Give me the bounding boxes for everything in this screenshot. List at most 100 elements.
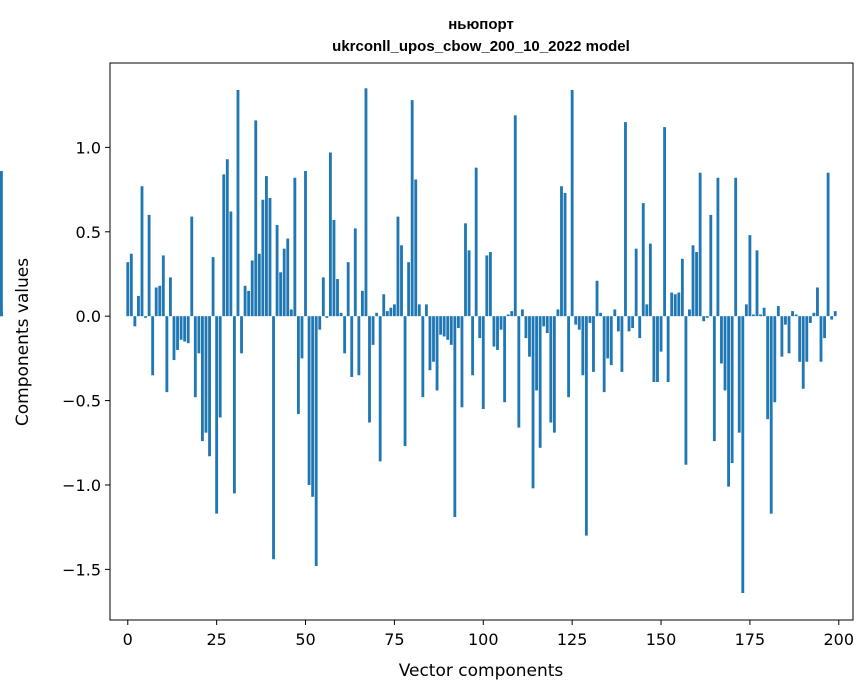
bar — [307, 316, 311, 485]
x-tick-label: 25 — [206, 630, 226, 649]
bar — [250, 260, 254, 317]
bar — [641, 203, 645, 317]
bar — [385, 311, 389, 317]
bar — [453, 316, 457, 518]
bar — [293, 177, 297, 317]
bar — [517, 316, 521, 428]
bar — [240, 316, 243, 354]
bar — [257, 253, 261, 317]
bar — [229, 211, 233, 317]
bar — [314, 316, 318, 566]
bar — [737, 316, 741, 433]
bar — [741, 316, 745, 593]
bar — [233, 316, 236, 494]
bar — [467, 250, 471, 317]
bar — [371, 316, 375, 345]
bar — [140, 186, 144, 317]
bar — [819, 316, 823, 362]
bar — [183, 316, 187, 342]
bar — [208, 316, 211, 457]
bar — [826, 172, 830, 317]
bar — [499, 316, 503, 330]
bar — [581, 316, 585, 376]
bar — [382, 294, 386, 317]
bar — [375, 312, 379, 317]
bar — [599, 312, 603, 317]
bar — [705, 316, 709, 318]
bar — [510, 311, 514, 317]
bar — [339, 312, 343, 317]
bar — [151, 316, 155, 376]
bar — [179, 316, 183, 340]
bar — [606, 316, 610, 359]
bar — [410, 100, 414, 317]
bar — [574, 316, 578, 325]
bar — [712, 316, 716, 442]
bar — [268, 198, 272, 317]
bar — [759, 314, 762, 317]
bar — [289, 309, 293, 317]
x-tick-label: 125 — [557, 630, 588, 649]
bar — [265, 176, 268, 317]
bar — [780, 316, 784, 357]
bar — [794, 314, 798, 317]
x-tick-label: 175 — [735, 630, 766, 649]
bar — [663, 127, 666, 317]
bar — [652, 316, 656, 383]
bar — [343, 316, 347, 354]
bar — [542, 316, 546, 327]
bar — [169, 277, 172, 317]
bar — [204, 316, 208, 433]
bar — [787, 316, 791, 354]
bar — [730, 316, 734, 464]
y-axis-label: Components values — [13, 258, 33, 426]
bar — [538, 316, 542, 448]
y-tick-label: 1.0 — [76, 138, 101, 157]
bar — [720, 316, 723, 364]
bar — [545, 316, 549, 334]
bar — [439, 316, 443, 335]
bar — [378, 316, 382, 462]
bar — [144, 316, 147, 318]
bar — [346, 262, 350, 317]
bar — [321, 277, 325, 317]
bar — [723, 316, 727, 391]
bar — [428, 316, 432, 371]
bar — [403, 316, 407, 447]
bar — [474, 167, 478, 317]
bar — [446, 316, 450, 340]
bar — [631, 316, 635, 328]
bar — [190, 216, 194, 317]
x-tick-label: 100 — [468, 630, 499, 649]
bar — [360, 290, 364, 317]
bar — [247, 290, 251, 317]
bar — [595, 280, 599, 317]
bar — [193, 316, 197, 398]
bar — [684, 316, 688, 465]
bar — [272, 316, 275, 560]
bar — [201, 316, 204, 442]
bar — [816, 287, 819, 317]
bar — [520, 309, 524, 317]
bar — [659, 316, 663, 352]
bar — [727, 316, 730, 487]
bar — [531, 316, 535, 489]
y-tick-label: −1.5 — [62, 560, 101, 579]
bar — [776, 306, 780, 317]
x-axis: 0 25 50 75 100 125 150 175 200 — [123, 620, 854, 649]
bar — [592, 316, 595, 372]
plot-frame — [109, 62, 854, 621]
y-tick-label: −0.5 — [62, 392, 101, 411]
bar — [688, 309, 691, 317]
bar — [215, 316, 219, 514]
bar — [368, 316, 371, 423]
bar — [471, 316, 475, 376]
bar — [364, 88, 368, 317]
y-tick-label: 0.5 — [76, 223, 101, 242]
bar — [492, 316, 496, 347]
bar — [222, 174, 226, 317]
bar — [225, 159, 229, 317]
bar — [396, 216, 400, 317]
bar — [400, 245, 403, 317]
